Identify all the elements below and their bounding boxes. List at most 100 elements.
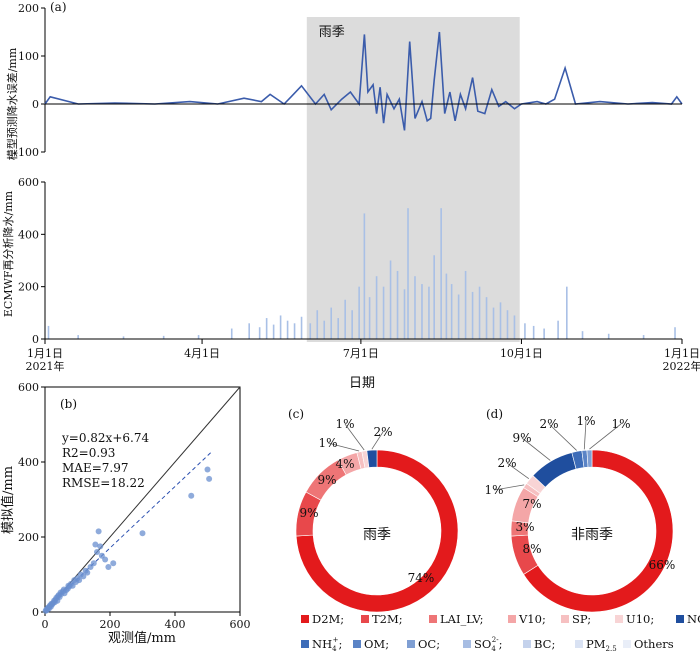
date-tick-label: 1月1日 <box>664 347 700 360</box>
legend-swatch <box>523 640 531 648</box>
legend-swatch <box>623 640 631 648</box>
legend: D2M; T2M; LAI_LV; V10; SP; U10; NO3-; NH4+; OM; O… <box>301 611 700 653</box>
donut-leader-line <box>493 484 525 491</box>
error-y-tick-label: -100 <box>14 146 39 159</box>
legend-item: V10; <box>508 612 546 626</box>
date-tick-label: 4月1日 <box>184 347 220 360</box>
donut-label: 4% <box>335 457 354 471</box>
scatter-point <box>110 560 117 567</box>
donut-label: 1% <box>335 417 354 431</box>
date-tick-label: 2022年 <box>663 359 700 373</box>
donut-leader-line <box>589 423 622 450</box>
donut-label: 3% <box>515 520 534 534</box>
legend-label: T2M; <box>372 612 403 626</box>
error-series-line <box>44 31 683 131</box>
panel-c-letter: (c) <box>288 407 304 421</box>
legend-item: NO3-; <box>676 611 700 628</box>
donut-label: 8% <box>522 542 541 556</box>
donut-leader-line <box>506 462 530 480</box>
legend-swatch <box>561 615 569 623</box>
precip-bar <box>323 320 326 339</box>
legend-item: U10; <box>615 612 654 626</box>
legend-label: NO3-; <box>687 611 700 628</box>
precip-bar <box>532 325 535 339</box>
scatter-point <box>204 466 211 473</box>
legend-item: OC; <box>407 637 440 651</box>
fit-stat-line: R2=0.93 <box>62 446 115 460</box>
rain-season-label: 雨季 <box>319 25 345 40</box>
legend-item: SO42-; <box>463 636 502 653</box>
precip-bar <box>524 323 526 339</box>
precip-bar <box>337 318 339 339</box>
legend-swatch <box>353 640 361 648</box>
precip-bar <box>389 260 392 339</box>
precip-bar <box>464 270 467 339</box>
donut-label: 9% <box>512 431 531 445</box>
precip-axis: 0 200 400 600 <box>18 176 46 346</box>
donut-slice-no3 <box>366 449 378 468</box>
precip-bar <box>77 335 79 339</box>
fit-stat-line: RMSE=18.22 <box>62 476 145 490</box>
scatter-x-tick-label: 0 <box>42 618 49 631</box>
legend-item: SP; <box>561 612 591 626</box>
scatter-x-label: 观测值/mm <box>108 630 176 646</box>
precip-bar <box>230 328 233 339</box>
donut-rainy-center-label: 雨季 <box>363 527 391 543</box>
donut-slice-d2m <box>523 449 674 613</box>
scatter-frame <box>44 386 241 613</box>
donut-label: 1% <box>484 483 503 497</box>
legend-item: PM2.5 <box>575 637 617 653</box>
precip-bar <box>265 318 268 339</box>
donut-nonrainy: 66% 8% 3% 7% 1% 2% 9% 2% 1% 1% <box>484 414 675 613</box>
donut-label: 7% <box>522 497 541 511</box>
precip-y-tick-label: 600 <box>18 176 39 189</box>
precip-bar <box>363 213 366 339</box>
legend-item: LAI_LV; <box>429 612 484 626</box>
donut-leader-line <box>583 420 587 450</box>
panel-a-letter: (a) <box>50 0 67 14</box>
precip-bar <box>414 276 416 339</box>
precip-bar <box>485 297 488 339</box>
precip-bar <box>642 335 645 339</box>
precip-bar <box>358 286 360 339</box>
precip-bar <box>248 323 250 339</box>
donut-label: 2% <box>373 425 392 439</box>
donut-label: 9% <box>299 506 318 520</box>
error-y-tick-label: 0 <box>32 98 39 111</box>
precip-y-tick-label: 0 <box>32 333 39 346</box>
legend-swatch <box>361 615 369 623</box>
precip-bar <box>47 325 50 339</box>
precip-bar <box>492 307 495 339</box>
precip-bar <box>162 335 165 339</box>
precip-bar <box>513 315 516 339</box>
precip-bar <box>272 324 275 339</box>
legend-item: D2M; <box>301 612 344 626</box>
legend-label: Others <box>634 637 674 651</box>
precip-bar <box>403 289 406 339</box>
scatter-x-tick-label: 600 <box>230 618 251 631</box>
precip-bar <box>368 297 371 339</box>
legend-label: PM2.5 <box>586 637 617 653</box>
precip-bar <box>344 299 346 339</box>
error-y-label: 模型预测降水误差/mm <box>5 47 19 160</box>
scatter-point <box>139 530 146 537</box>
legend-item: BC; <box>523 637 555 651</box>
legend-label: OM; <box>364 637 389 651</box>
donut-label: 1% <box>576 414 595 428</box>
legend-label: U10; <box>626 612 654 626</box>
scatter-y-tick-label: 200 <box>18 531 39 544</box>
date-tick-label: 2021年 <box>26 359 65 373</box>
date-tick-label: 7月1日 <box>343 347 379 360</box>
scatter-point <box>94 549 100 555</box>
scatter-point <box>76 577 83 584</box>
legend-label: BC; <box>534 637 555 651</box>
donut-leader-line <box>548 423 577 451</box>
legend-swatch <box>429 615 437 623</box>
legend-label: SO42-; <box>474 636 502 653</box>
precip-bar <box>428 286 430 339</box>
date-tick-label: 10月1日 <box>500 347 543 360</box>
precip-bars <box>47 208 676 339</box>
